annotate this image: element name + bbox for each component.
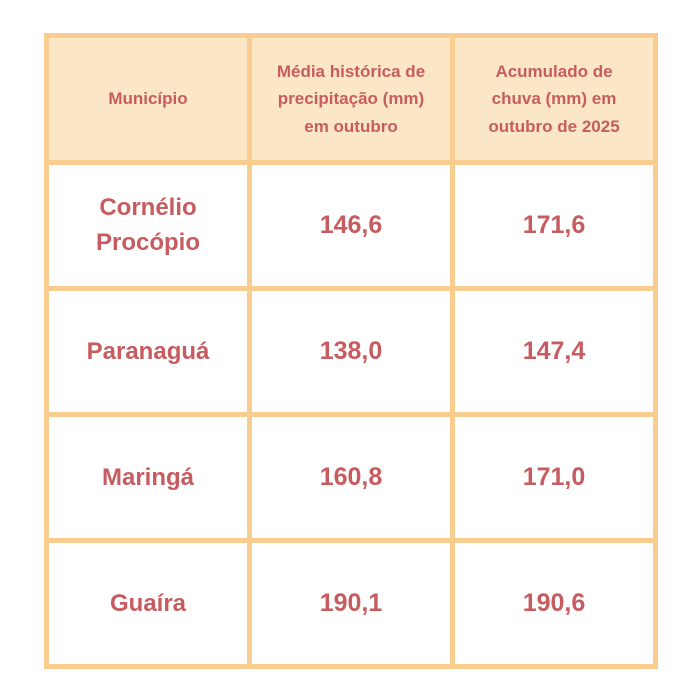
municipality-cell: Maringá <box>44 412 252 543</box>
historical-average-cell: 160,8 <box>247 412 455 543</box>
header-acumulado: Acumulado de chuva (mm) em outubro de 20… <box>450 33 658 165</box>
header-media-historica: Média histórica de precipitação (mm) em … <box>247 33 455 165</box>
precipitation-table: Município Média histórica de precipitaçã… <box>44 33 658 669</box>
table-row: Paranaguá 138,0 147,4 <box>44 286 658 417</box>
accumulated-rain-cell: 171,0 <box>450 412 658 543</box>
table-row: Cornélio Procópio 146,6 171,6 <box>44 160 658 291</box>
header-municipio-label: Município <box>108 89 188 109</box>
municipality-cell: Cornélio Procópio <box>44 160 252 291</box>
historical-average-cell: 146,6 <box>247 160 455 291</box>
header-municipio: Município <box>44 33 252 165</box>
accumulated-rain-cell: 171,6 <box>450 160 658 291</box>
historical-average-cell: 138,0 <box>247 286 455 417</box>
header-acumulado-label: Acumulado de chuva (mm) em outubro de 20… <box>488 62 620 136</box>
municipality-name: Maringá <box>101 464 194 492</box>
accumulated-rain-cell: 190,6 <box>450 538 658 669</box>
header-media-historica-label: Média histórica de precipitação (mm) em … <box>276 62 426 136</box>
municipality-name: Paranaguá <box>86 338 210 366</box>
municipality-cell: Guaíra <box>44 538 252 669</box>
table-header-row: Município Média histórica de precipitaçã… <box>44 33 658 165</box>
municipality-cell: Paranaguá <box>44 286 252 417</box>
table-row: Maringá 160,8 171,0 <box>44 412 658 543</box>
municipality-name: Guaíra <box>109 590 187 618</box>
municipality-name: Cornélio Procópio <box>95 193 200 256</box>
accumulated-rain-cell: 147,4 <box>450 286 658 417</box>
historical-average-cell: 190,1 <box>247 538 455 669</box>
table-row: Guaíra 190,1 190,6 <box>44 538 658 669</box>
